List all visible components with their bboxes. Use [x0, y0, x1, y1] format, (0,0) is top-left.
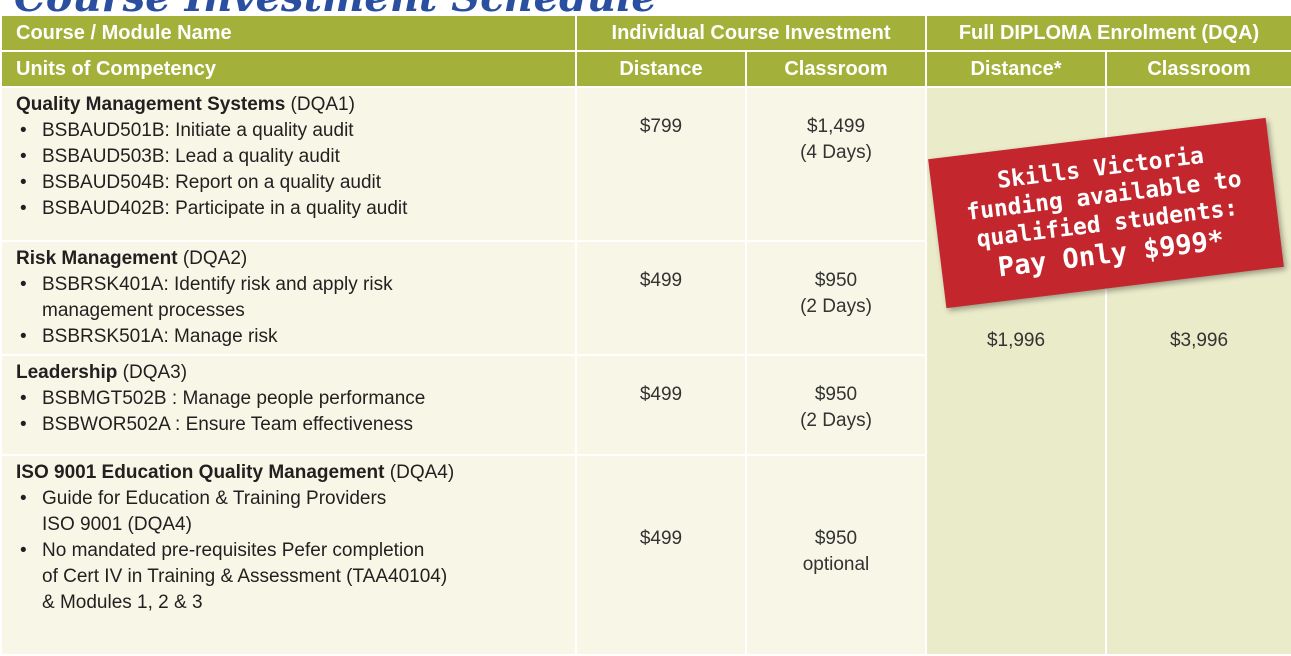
price-note: optional [802, 554, 870, 575]
header-cell: Units of Competency [0, 50, 577, 88]
header-cell: Individual Course Investment [574, 14, 928, 52]
module-name: Quality Management Systems [16, 94, 286, 115]
module-heading: Risk Management (DQA2) [16, 246, 567, 272]
module-code: (DQA4) [389, 462, 455, 483]
distance-price: $499 [575, 240, 747, 356]
module-name: Risk Management [16, 248, 178, 269]
bullet: BSBAUD402B: Participate in a quality aud… [16, 196, 567, 222]
classroom-price: $950 (2 Days) [744, 240, 928, 356]
distance-price: $799 [575, 86, 747, 242]
bullet-line: BSBAUD504B: Report on a quality audit [42, 172, 382, 193]
price: $499 [639, 270, 683, 291]
bullet: BSBRSK501A: Manage risk [16, 324, 567, 350]
bullet: BSBWOR502A : Ensure Team effectiveness [16, 412, 567, 438]
module-name: Leadership [16, 362, 118, 383]
bullet-line: BSBAUD503B: Lead a quality audit [42, 146, 340, 167]
price: $950 [814, 528, 858, 549]
bullet: BSBMGT502B : Manage people performance [16, 386, 567, 412]
bullet-line: & Modules 1, 2 & 3 [42, 592, 203, 613]
bullet-line: BSBWOR502A : Ensure Team effectiveness [42, 414, 414, 435]
module-heading: ISO 9001 Education Quality Management (D… [16, 460, 567, 486]
bullet: No mandated pre-requisites Pefer complet… [16, 538, 567, 616]
table-row: Leadership (DQA3)BSBMGT502B : Manage peo… [0, 354, 1291, 456]
bullet-line: ISO 9001 (DQA4) [42, 514, 192, 535]
module-heading: Leadership (DQA3) [16, 360, 567, 386]
bullet-line: BSBRSK401A: Identify risk and apply risk [42, 274, 393, 295]
header-cell: Full DIPLOMA Enrolment (DQA) [925, 14, 1291, 52]
classroom-price: $1,499 (4 Days) [744, 86, 928, 242]
module-heading: Quality Management Systems (DQA1) [16, 92, 567, 118]
table-row: Risk Management (DQA2)BSBRSK401A: Identi… [0, 240, 1291, 356]
distance-price: $499 [575, 354, 747, 456]
classroom-price: $950 (2 Days) [744, 354, 928, 456]
bullet: BSBAUD503B: Lead a quality audit [16, 144, 567, 170]
price: $799 [639, 116, 683, 137]
module-cell: Risk Management (DQA2)BSBRSK401A: Identi… [0, 240, 577, 356]
bullet: BSBAUD501B: Initiate a quality audit [16, 118, 567, 144]
bullet-line: of Cert IV in Training & Assessment (TAA… [42, 566, 448, 587]
bullet-line: BSBMGT502B : Manage people performance [42, 388, 426, 409]
bullet-line: management processes [42, 300, 245, 321]
price-note: (4 Days) [800, 142, 872, 163]
module-code: (DQA2) [182, 248, 248, 269]
price: $499 [639, 528, 683, 549]
table-body: Quality Management Systems (DQA1)BSBAUD5… [0, 86, 1291, 656]
module-cell: ISO 9001 Education Quality Management (D… [0, 454, 577, 656]
bullet-line: BSBAUD402B: Participate in a quality aud… [42, 198, 408, 219]
price: $499 [639, 384, 683, 405]
bullet-line: BSBRSK501A: Manage risk [42, 326, 278, 347]
price: $950 [814, 270, 858, 291]
price-note: (2 Days) [800, 410, 872, 431]
bullet-line: BSBAUD501B: Initiate a quality audit [42, 120, 354, 141]
header-cell: Classroom [744, 50, 928, 88]
header-cell: Distance [575, 50, 747, 88]
price: $950 [814, 384, 858, 405]
module-code: (DQA1) [290, 94, 355, 115]
price: $1,499 [806, 116, 866, 137]
distance-price: $499 [575, 454, 747, 656]
module-code: (DQA3) [122, 362, 188, 383]
header-cell: Classroom [1105, 50, 1291, 88]
page: Course Investment Schedule Course / Modu… [0, 0, 1291, 614]
header-cell: Course / Module Name [0, 14, 577, 52]
classroom-price: $950 optional [744, 454, 928, 656]
header-cell: Distance* [925, 50, 1108, 88]
module-cell: Quality Management Systems (DQA1)BSBAUD5… [0, 86, 577, 242]
bullet-line: No mandated pre-requisites Pefer complet… [42, 540, 425, 561]
bullet-line: Guide for Education & Training Providers [42, 488, 387, 509]
schedule-table: Course / Module Name Individual Course I… [0, 14, 1291, 656]
bullet: BSBRSK401A: Identify risk and apply risk… [16, 272, 567, 324]
module-name: ISO 9001 Education Quality Management [16, 462, 385, 483]
price-note: (2 Days) [800, 296, 872, 317]
bullet: BSBAUD504B: Report on a quality audit [16, 170, 567, 196]
module-cell: Leadership (DQA3)BSBMGT502B : Manage peo… [0, 354, 577, 456]
bullet: Guide for Education & Training Providers… [16, 486, 567, 538]
